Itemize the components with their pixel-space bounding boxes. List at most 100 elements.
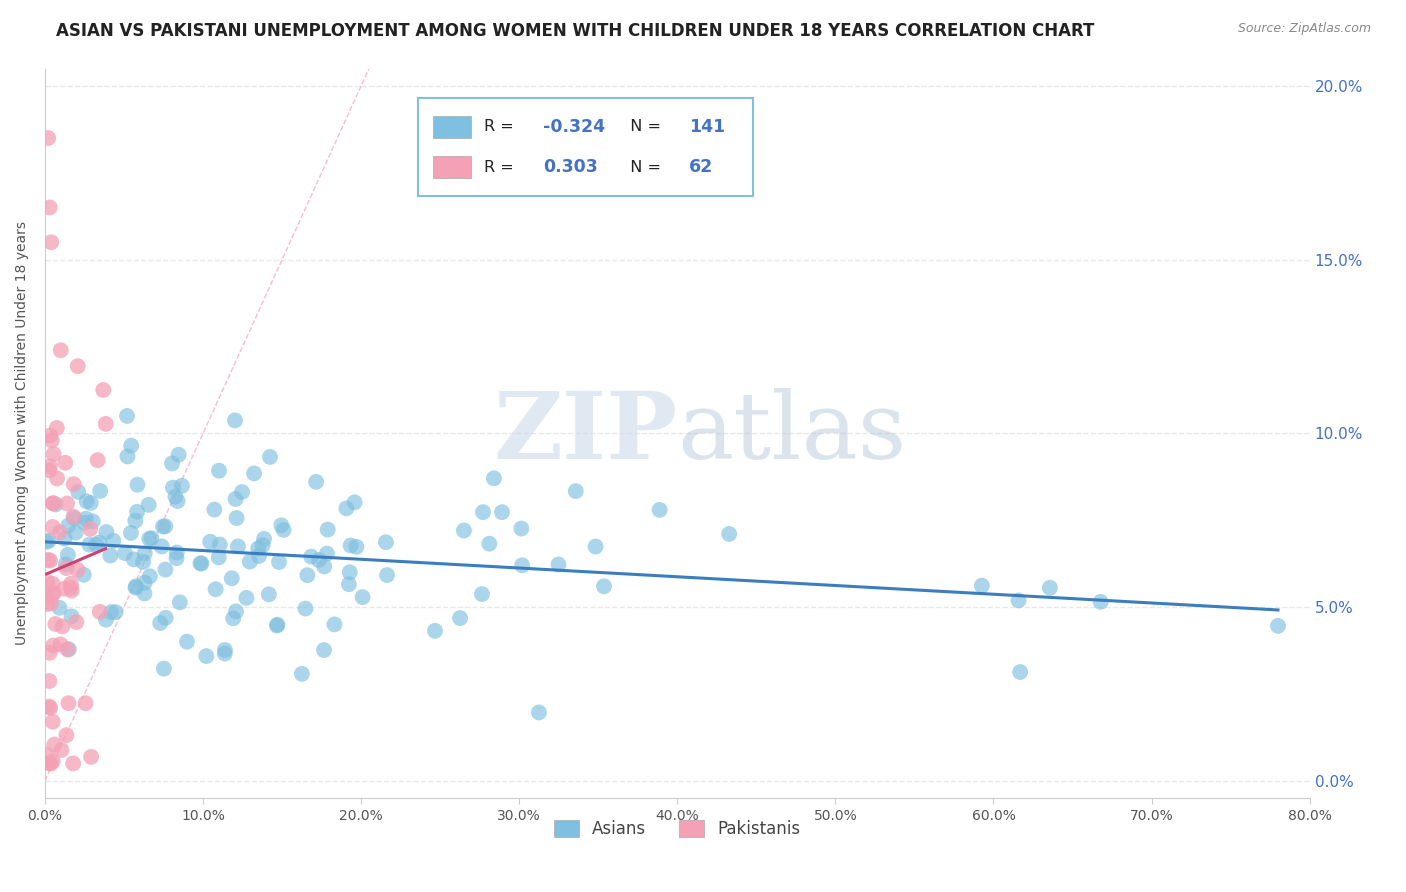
Point [449,611,471,625]
Point [266,618,288,632]
Point [39,596,62,610]
Point [337,577,360,591]
Point [155,519,177,533]
Point [38,201,60,215]
Text: ZIP: ZIP [494,388,678,478]
Legend: Asians, Pakistanis: Asians, Pakistanis [547,813,807,845]
Point [214,647,236,661]
Point [316,547,339,561]
Point [225,491,247,506]
Point [42,520,65,534]
Point [56,642,79,657]
Point [45,497,67,511]
Point [1267,619,1289,633]
Point [718,527,741,541]
Point [49,525,72,540]
Point [58,518,80,533]
Point [39,701,62,715]
Point [297,568,319,582]
Point [124,514,146,528]
Point [82,515,104,529]
Point [125,579,148,593]
Point [65,615,87,629]
Point [42,447,65,461]
FancyBboxPatch shape [418,98,754,196]
Point [214,643,236,657]
Point [80,750,103,764]
Point [239,555,262,569]
Point [45,421,67,435]
Point [291,666,314,681]
Point [96,524,118,539]
Point [51,619,73,633]
Point [117,450,139,464]
Point [510,522,533,536]
Point [352,590,374,604]
Point [423,624,446,638]
Point [76,494,98,508]
Point [42,714,65,729]
Point [38,673,60,688]
Point [49,637,72,651]
Point [305,475,328,489]
Text: ASIAN VS PAKISTANI UNEMPLOYMENT AMONG WOMEN WITH CHILDREN UNDER 18 YEARS CORRELA: ASIAN VS PAKISTANI UNEMPLOYMENT AMONG WO… [56,22,1095,40]
Point [35,747,58,762]
Point [222,611,245,625]
Point [53,456,76,470]
Point [49,343,72,358]
Text: 0.303: 0.303 [543,158,598,176]
Point [170,479,193,493]
Point [38,463,60,477]
Point [35,597,58,611]
Point [138,532,160,546]
Point [257,587,280,601]
Point [37,131,59,145]
Point [247,541,270,556]
Point [160,457,183,471]
Point [970,579,993,593]
Point [67,484,90,499]
Point [38,533,60,548]
Point [208,538,231,552]
Point [1090,595,1112,609]
Point [547,558,569,572]
Point [60,576,83,591]
Point [247,549,270,563]
Point [165,490,187,504]
Point [134,586,156,600]
Text: 62: 62 [689,158,713,176]
Point [453,524,475,538]
Point [120,439,142,453]
Point [56,496,79,510]
Point [224,413,246,427]
Text: atlas: atlas [678,388,907,478]
Point [91,383,114,397]
Point [166,545,188,559]
Point [94,417,117,431]
Point [166,494,188,508]
Point [167,448,190,462]
Point [63,511,86,525]
Point [176,634,198,648]
Point [79,522,101,536]
Point [138,498,160,512]
Text: R =: R = [484,120,519,135]
Point [510,558,533,573]
Point [339,566,361,580]
Point [1039,581,1062,595]
Point [58,642,80,657]
Point [478,537,501,551]
Point [190,557,212,571]
Point [221,571,243,585]
Point [491,505,513,519]
Point [323,617,346,632]
FancyBboxPatch shape [433,156,471,178]
Point [42,585,65,599]
Point [62,477,84,491]
Point [593,579,616,593]
Point [225,511,247,525]
Point [155,563,177,577]
Point [150,540,173,554]
Point [100,605,122,619]
Point [104,605,127,619]
